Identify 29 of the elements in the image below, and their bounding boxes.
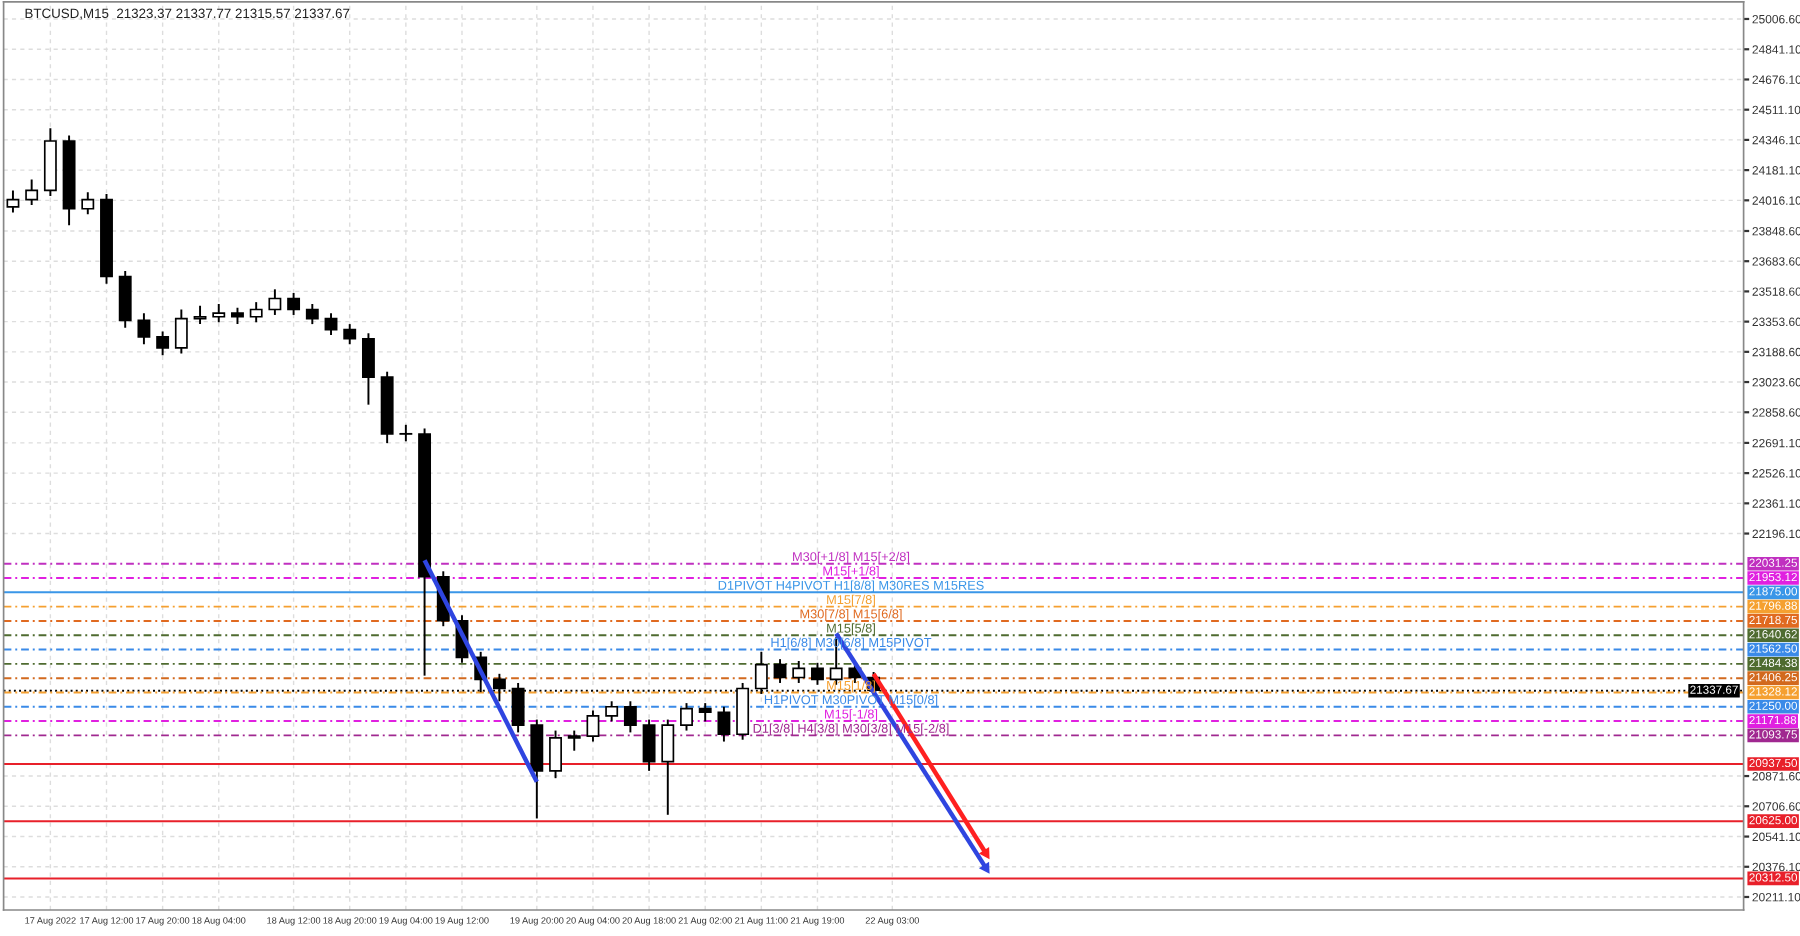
candlestick [118,270,132,329]
candlestick [661,718,675,816]
candlestick [605,700,619,723]
candlestick [623,700,637,734]
candlestick [530,718,544,820]
candlestick [792,660,806,684]
candlestick [717,705,731,743]
candlestick [642,718,656,772]
candlestick [81,191,95,216]
candlestick [25,178,39,207]
candlestick [174,308,188,355]
candlestick [773,658,787,684]
candlestick [268,288,282,316]
candlestick [6,189,20,214]
candlestick [343,323,357,346]
candlestick [287,292,301,316]
candlestick [249,301,263,324]
candlestick [567,729,581,752]
candlestick [549,729,562,780]
candlestick [698,702,712,723]
candlestick [811,661,824,686]
candlestick [586,709,600,743]
candlestick [137,312,151,346]
candlestick [305,303,319,326]
candlestick [680,702,693,732]
candlestick [212,303,226,324]
candlestick [361,332,375,406]
candlestick [324,312,338,337]
candlestick [156,330,170,357]
